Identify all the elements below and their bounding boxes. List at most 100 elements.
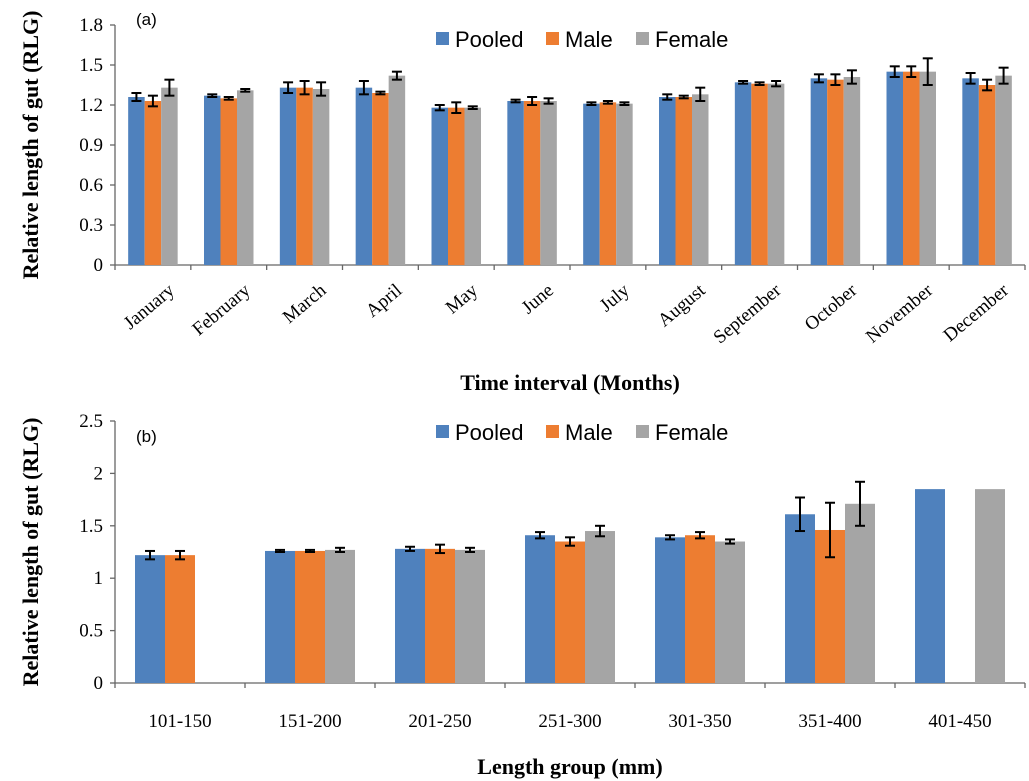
x-tick-label: August (654, 279, 710, 331)
legend-label-male: Male (565, 27, 613, 52)
y-tick-label: 2.5 (79, 411, 103, 432)
legend-label-pooled: Pooled (455, 27, 524, 52)
x-tick-label: 351-400 (798, 711, 861, 732)
x-tick-label: 301-350 (668, 711, 731, 732)
legend-label-pooled: Pooled (455, 420, 524, 445)
bar-female-8 (767, 83, 785, 266)
error-bar-pooled-4 (434, 104, 445, 112)
error-bar-male-3 (375, 90, 386, 96)
y-tick-label: 1.8 (79, 15, 103, 36)
error-bar-male-3 (565, 536, 575, 547)
error-bar-pooled-5 (795, 496, 805, 533)
error-bar-male-5 (527, 96, 538, 106)
x-axis-title: Length group (mm) (477, 754, 662, 779)
bar-pooled-5 (785, 514, 815, 683)
error-bar-female-6 (619, 101, 630, 106)
bar-male-0 (165, 555, 195, 683)
error-bar-female-9 (846, 69, 857, 85)
x-tick-label: 151-200 (278, 711, 341, 732)
error-bar-pooled-7 (662, 93, 673, 101)
bar-pooled-10 (886, 71, 903, 266)
error-bar-male-0 (175, 549, 185, 561)
bar-male-9 (827, 79, 844, 266)
error-bar-male-6 (602, 100, 613, 105)
error-bar-female-5 (543, 97, 554, 105)
y-tick-label: 2 (94, 463, 104, 484)
error-bar-male-2 (435, 543, 445, 555)
bar-pooled-1 (265, 550, 295, 683)
bar-pooled-2 (279, 87, 297, 266)
bar-female-3 (388, 75, 406, 266)
bar-female-4 (715, 541, 745, 683)
bar-female-0 (161, 87, 178, 266)
chart-panel-1: 0 0.3 0.6 0.9 1.2 1.5 1.8 January February March A… (18, 10, 1026, 395)
legend-swatch-male (546, 32, 559, 45)
bar-male-3 (555, 541, 585, 683)
error-bar-pooled-2 (405, 545, 415, 552)
x-tick-label: 201-250 (408, 711, 471, 732)
bar-female-4 (464, 107, 481, 266)
panel-label: (b) (136, 427, 157, 446)
y-tick-label: 0.9 (79, 135, 103, 156)
x-tick-label: 101-150 (148, 711, 211, 732)
x-axis-title: Time interval (Months) (460, 370, 680, 395)
bar-pooled-3 (355, 87, 373, 266)
bar-male-6 (599, 102, 617, 265)
bar-male-2 (296, 87, 313, 266)
error-bar-male-5 (825, 501, 835, 559)
error-bar-pooled-3 (535, 531, 545, 540)
bar-female-6 (616, 103, 633, 266)
y-axis-title: Relative length of gut (RLG) (18, 11, 43, 280)
bar-male-1 (220, 98, 237, 265)
x-tick-label: June (518, 280, 558, 318)
error-bar-female-2 (465, 546, 475, 553)
error-bar-female-0 (164, 78, 175, 97)
panel-label: (a) (136, 10, 157, 29)
bar-pooled-6 (915, 489, 945, 683)
error-bar-female-3 (391, 70, 402, 81)
error-bar-female-1 (335, 546, 345, 553)
x-tick-label: July (596, 280, 634, 317)
bar-male-4 (448, 107, 465, 266)
error-bar-pooled-4 (665, 534, 675, 541)
bar-female-1 (237, 90, 254, 265)
legend-swatch-female (636, 425, 649, 438)
x-tick-label: December (940, 280, 1014, 347)
legend-swatch-pooled (436, 425, 449, 438)
bar-female-6 (975, 489, 1005, 683)
x-tick-label: February (188, 280, 254, 340)
bar-female-10 (919, 71, 936, 266)
error-bar-pooled-6 (586, 101, 597, 106)
bar-pooled-0 (128, 97, 145, 265)
error-bar-male-1 (223, 96, 234, 101)
error-bar-pooled-8 (738, 80, 749, 85)
error-bar-male-0 (147, 94, 158, 108)
y-tick-label: 1 (94, 568, 104, 589)
error-bar-female-4 (467, 105, 478, 110)
bar-male-7 (675, 97, 692, 265)
bar-pooled-2 (395, 548, 425, 683)
error-bar-pooled-0 (131, 92, 142, 102)
bar-male-11 (978, 85, 996, 265)
error-bar-female-4 (725, 538, 735, 545)
error-bar-female-2 (316, 81, 327, 97)
error-bar-pooled-1 (207, 93, 218, 98)
error-bar-male-2 (299, 80, 310, 96)
x-tick-label: May (442, 280, 483, 319)
y-tick-label: 0 (94, 673, 104, 694)
bar-female-11 (995, 75, 1012, 266)
bar-male-8 (751, 83, 768, 266)
bar-pooled-5 (507, 101, 524, 265)
x-tick-label: November (862, 280, 937, 348)
bar-male-4 (685, 535, 715, 683)
legend-swatch-pooled (436, 32, 449, 45)
error-bar-male-8 (754, 81, 765, 86)
error-bar-pooled-0 (145, 549, 155, 561)
x-tick-label: January (120, 280, 179, 334)
y-tick-label: 1.5 (79, 55, 103, 76)
error-bar-female-7 (695, 86, 706, 102)
bar-pooled-3 (525, 535, 555, 683)
error-bar-male-7 (678, 94, 689, 100)
x-tick-label: March (279, 280, 331, 328)
error-bar-female-8 (771, 80, 782, 88)
